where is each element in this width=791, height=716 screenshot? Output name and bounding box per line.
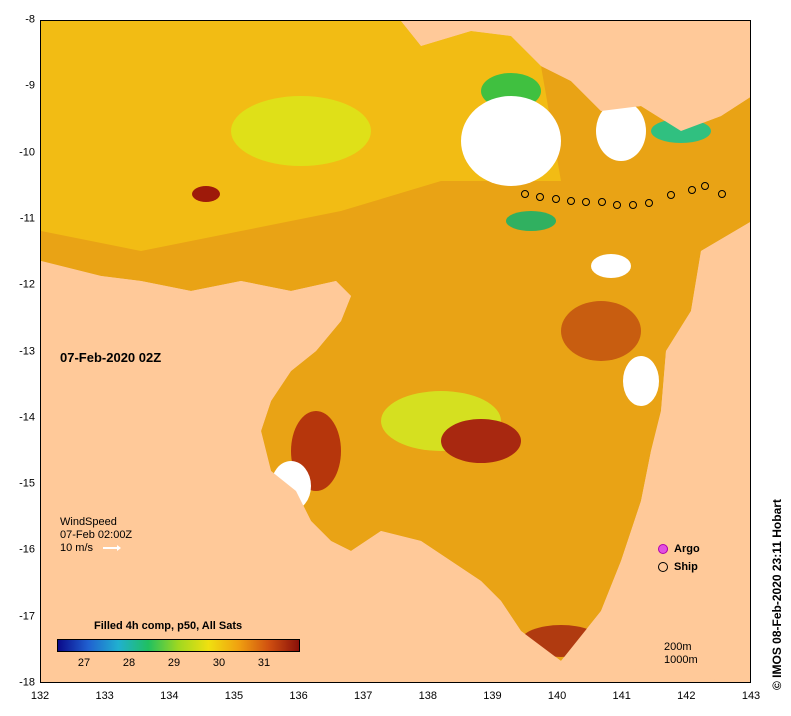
y-tick-label: -9: [25, 79, 35, 92]
colorbar-tick-label: 29: [167, 657, 181, 669]
ship-marker: [598, 198, 606, 206]
y-tick-label: -11: [19, 212, 35, 225]
x-tick-label: 142: [677, 690, 696, 702]
ship-marker: [667, 191, 675, 199]
sst-colorbar: [57, 639, 300, 652]
wind-scale: 10 m/s: [60, 542, 94, 554]
sea-patch-hot: [192, 186, 220, 202]
y-tick-label: -18: [19, 676, 35, 689]
sst-map-canvas: [41, 21, 750, 682]
cloud-gap: [591, 254, 631, 278]
ship-marker: [701, 182, 709, 190]
argo-icon: [658, 544, 668, 554]
x-tick-label: 135: [224, 690, 244, 702]
sea-patch-hot: [441, 419, 521, 463]
y-tick-label: -15: [19, 477, 35, 490]
land-east: [561, 222, 750, 682]
ship-marker: [613, 201, 621, 209]
ship-marker: [645, 199, 653, 207]
wind-title: WindSpeed: [60, 516, 117, 528]
x-tick-label: 141: [612, 690, 631, 702]
colorbar-tick-label: 28: [122, 657, 136, 669]
x-tick-label: 136: [289, 690, 308, 702]
colorbar-tick-label: 30: [212, 657, 226, 669]
ship-marker: [688, 186, 696, 194]
depth-label: 1000m: [664, 654, 698, 666]
colorbar-tick-label: 31: [257, 657, 271, 669]
legend-ship-label: Ship: [674, 561, 698, 573]
y-tick-label: -12: [19, 278, 35, 291]
cloud-gap: [623, 356, 659, 406]
colorbar-tick-label: 27: [77, 657, 91, 669]
cloud-gap: [596, 101, 646, 161]
legend-argo: Argo: [658, 540, 700, 558]
wind-arrow-head: [117, 545, 121, 551]
cloud-gap: [461, 96, 561, 186]
sst-map: [40, 20, 751, 683]
x-tick-label: 134: [160, 690, 179, 702]
x-tick-label: 138: [418, 690, 437, 702]
ship-marker: [521, 190, 529, 198]
y-tick-label: -10: [19, 146, 35, 159]
y-tick-label: -13: [19, 345, 35, 357]
wind-time: 07-Feb 02:00Z: [60, 529, 133, 541]
legend-argo-label: Argo: [674, 543, 700, 555]
x-tick-label: 132: [30, 690, 50, 702]
map-timestamp: 07-Feb-2020 02Z: [60, 350, 162, 365]
ship-marker: [567, 197, 575, 205]
ship-icon: [658, 562, 668, 572]
sea-patch-cool: [506, 211, 556, 231]
ship-marker: [536, 193, 544, 201]
credit-text: © IMOS 08-Feb-2020 23:11 Hobart: [770, 499, 784, 690]
ship-marker: [552, 195, 560, 203]
y-tick-label: -8: [25, 13, 35, 26]
land-west: [41, 261, 736, 682]
depth-legend: 200m 1000m: [664, 641, 698, 667]
sea-patch-hot: [561, 301, 641, 361]
legend-ship: Ship: [658, 558, 700, 576]
sea-patch-cool: [231, 96, 371, 166]
ship-marker: [718, 190, 726, 198]
y-tick-label: -14: [19, 411, 35, 424]
y-tick-label: -16: [19, 543, 35, 556]
x-tick-label: 137: [353, 690, 373, 702]
x-tick-label: 133: [95, 690, 114, 702]
x-tick-label: 143: [741, 690, 761, 702]
wind-legend: WindSpeed 07-Feb 02:00Z 10 m/s: [60, 516, 132, 555]
ship-marker: [582, 198, 590, 206]
ship-track: [521, 182, 726, 209]
y-tick-label: -17: [19, 610, 35, 623]
ship-marker: [629, 201, 637, 209]
colorbar-title: Filled 4h comp, p50, All Sats: [94, 620, 243, 632]
land-north: [401, 21, 750, 131]
depth-label: 200m: [664, 641, 692, 653]
x-tick-label: 139: [483, 690, 502, 702]
x-tick-label: 140: [547, 690, 567, 702]
symbol-legend: Argo Ship: [658, 540, 700, 576]
